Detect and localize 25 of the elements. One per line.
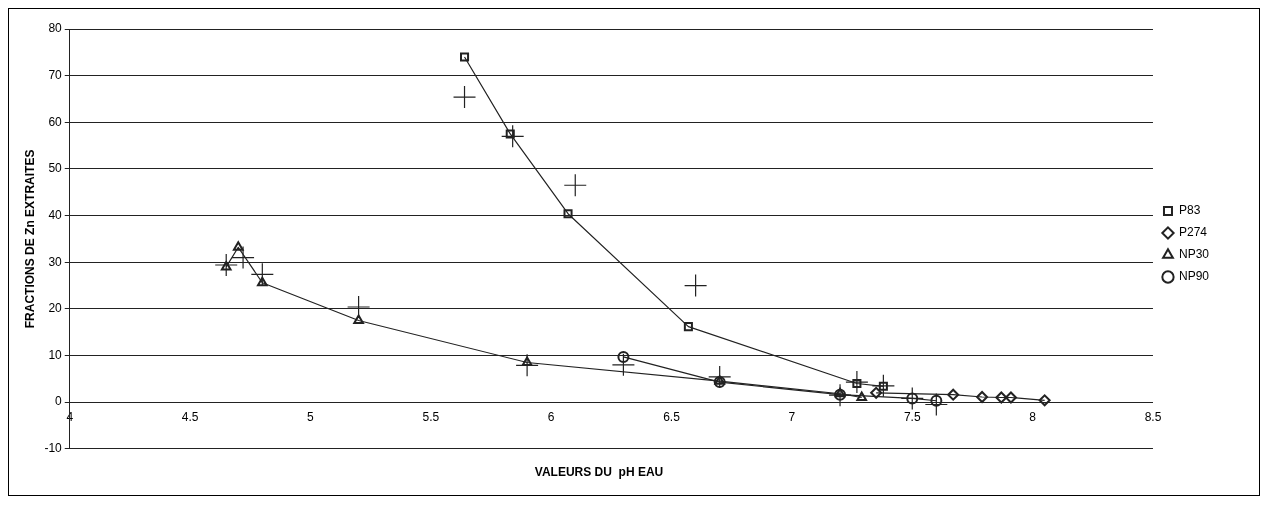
x-tick-label: 5.5 bbox=[422, 409, 440, 424]
y-axis-title: FRACTIONS DE Zn EXTRAITES bbox=[22, 149, 37, 329]
y-tick-label: 60 bbox=[48, 114, 63, 129]
legend-label: NP90 bbox=[1178, 269, 1210, 284]
legend-label: P274 bbox=[1178, 225, 1208, 240]
x-tick-label: 7 bbox=[788, 409, 796, 424]
y-tick-label: 40 bbox=[48, 207, 63, 222]
y-tick-label: 0 bbox=[55, 394, 63, 409]
x-tick-label: 6.5 bbox=[663, 409, 681, 424]
x-tick-label: 6 bbox=[547, 409, 555, 424]
x-axis-title: VALEURS DU pH EAU bbox=[533, 465, 665, 479]
y-tick-label: -10 bbox=[44, 441, 63, 456]
y-tick-label: 20 bbox=[48, 301, 63, 316]
y-tick-label: 80 bbox=[48, 21, 63, 36]
legend-label: NP30 bbox=[1178, 247, 1210, 262]
x-tick-label: 8.5 bbox=[1144, 409, 1162, 424]
x-tick-label: 7.5 bbox=[903, 409, 921, 424]
x-tick-label: 8 bbox=[1029, 409, 1037, 424]
y-tick-label: 50 bbox=[48, 161, 63, 176]
x-tick-label: 4.5 bbox=[181, 409, 199, 424]
y-tick-label: 10 bbox=[48, 347, 63, 362]
x-tick-label: 5 bbox=[307, 409, 315, 424]
y-tick-label: 70 bbox=[48, 67, 63, 82]
legend-label: P83 bbox=[1178, 203, 1201, 218]
y-tick-label: 30 bbox=[48, 254, 63, 269]
